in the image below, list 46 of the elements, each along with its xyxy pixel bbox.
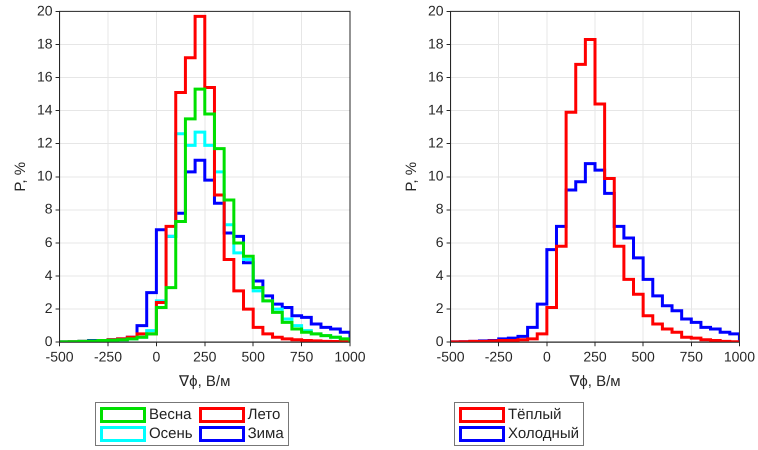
y-axis-title: P, % (403, 162, 420, 192)
y-tick-label: 8 (44, 200, 53, 217)
legend-label: Осень (149, 424, 193, 443)
x-tick-label: 250 (583, 348, 607, 364)
x-tick-label: 1000 (724, 348, 756, 364)
x-tick-label: 750 (290, 348, 314, 364)
y-tick-label: 12 (36, 134, 53, 151)
y-tick-label: 4 (44, 266, 53, 283)
y-tick-label: 14 (428, 102, 444, 118)
y-tick-label: 18 (428, 35, 444, 52)
legend-label: Весна (149, 405, 192, 424)
x-axis-title: ∇ϕ, В/м (568, 373, 621, 390)
y-tick-label: 0 (44, 333, 53, 350)
y-tick-label: 8 (436, 200, 444, 217)
x-axis-title: ∇ϕ, В/м (178, 373, 230, 390)
legend-label: Холодный (508, 424, 579, 443)
y-axis-title: P, % (12, 162, 30, 192)
y-tick-label: 2 (436, 300, 444, 316)
y-tick-label: 6 (44, 234, 53, 250)
legend-label: Зима (248, 424, 284, 443)
x-tick-label: 0 (542, 348, 551, 364)
y-tick-label: 14 (36, 102, 53, 118)
x-tick-label: 500 (242, 348, 266, 364)
x-tick-label: 750 (680, 348, 704, 364)
x-tick-label: -250 (94, 348, 122, 364)
y-tick-label: 2 (44, 300, 53, 316)
y-tick-label: 20 (36, 2, 53, 18)
legend-label: Лето (248, 405, 280, 424)
x-tick-label: 0 (152, 348, 160, 364)
y-tick-label: 10 (428, 168, 444, 184)
y-tick-label: 4 (436, 266, 444, 283)
y-tick-label: 20 (428, 2, 444, 18)
legend-label: Тёплый (508, 405, 562, 424)
y-tick-label: 10 (36, 168, 53, 184)
y-tick-label: 12 (428, 134, 444, 151)
y-tick-label: 16 (428, 68, 444, 84)
y-tick-label: 6 (436, 234, 444, 250)
x-tick-label: 500 (631, 348, 656, 364)
x-tick-label: -500 (46, 348, 74, 364)
x-tick-label: 1000 (334, 348, 366, 364)
y-tick-label: 16 (36, 68, 53, 84)
x-tick-label: 250 (193, 348, 217, 364)
y-tick-label: 18 (36, 35, 53, 52)
x-tick-label: -500 (436, 348, 465, 364)
x-tick-label: -250 (484, 348, 513, 364)
y-tick-label: 0 (436, 333, 444, 350)
